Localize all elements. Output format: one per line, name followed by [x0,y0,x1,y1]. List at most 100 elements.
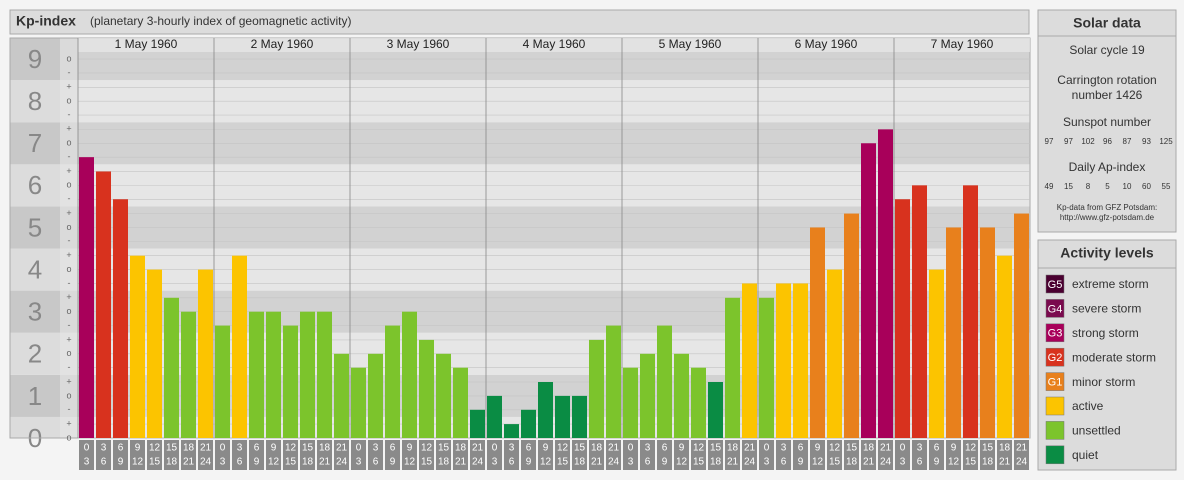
hour-box [470,440,485,470]
bar [674,353,689,438]
hour-end: 15 [965,457,977,468]
bar [759,297,774,438]
hour-end: 12 [676,457,688,468]
hour-start: 0 [900,443,906,454]
hour-start: 0 [356,443,362,454]
legend-label: quiet [1072,448,1099,462]
minor-tick-label: o [66,390,71,400]
hour-end: 12 [540,457,552,468]
daily-value: 60 [1142,182,1151,191]
bar [79,157,94,438]
minor-tick-label: o [66,222,71,232]
hour-box [572,440,587,470]
bar [436,353,451,438]
hour-end: 3 [900,457,906,468]
hour-box [878,440,893,470]
legend-code: G5 [1048,279,1063,291]
bar [113,199,128,438]
band [10,416,60,438]
hour-end: 3 [628,457,634,468]
legend-swatch [1045,323,1065,343]
minor-tick-label: - [68,236,71,246]
hour-box [555,440,570,470]
minor-tick-label: - [68,109,71,119]
bar [980,227,995,438]
daily-value: 55 [1162,182,1171,191]
hour-end: 18 [302,457,314,468]
bar [504,424,519,438]
bar [606,325,621,438]
daily-value: 5 [1105,182,1110,191]
legend-code: G3 [1048,328,1063,340]
bar [895,199,910,438]
hour-start: 15 [710,443,722,454]
hour-box [198,440,213,470]
day-label: 2 May 1960 [251,37,314,51]
minor-tick-label: o [66,96,71,106]
y-tick-label: 1 [28,381,42,411]
legend-code: G1 [1048,377,1063,389]
bar [538,382,553,438]
hour-box [385,440,400,470]
hour-end: 24 [880,457,892,468]
y-tick-label: 4 [28,254,42,284]
hour-end: 6 [237,457,243,468]
bar [232,255,247,438]
day-header [758,38,894,52]
hour-box [691,440,706,470]
minor-tick-label: - [68,320,71,330]
hour-end: 15 [693,457,705,468]
bar [164,297,179,438]
hour-end: 6 [917,457,923,468]
day-header [894,38,1030,52]
day-header [78,38,214,52]
hour-end: 3 [356,457,362,468]
daily-value: 15 [1064,182,1073,191]
bar [453,367,468,438]
hour-end: 9 [934,457,940,468]
hour-end: 24 [336,457,348,468]
hour-box [997,440,1012,470]
hour-box [130,440,145,470]
bar [997,255,1012,438]
hour-end: 9 [798,457,804,468]
hour-end: 9 [662,457,668,468]
hour-start: 0 [764,443,770,454]
hour-end: 3 [220,457,226,468]
y-tick-label: 9 [28,44,42,74]
hour-box [334,440,349,470]
hour-box [504,440,519,470]
minor-tick-label: + [66,292,71,302]
hour-end: 24 [200,457,212,468]
legend-label: unsettled [1072,424,1121,438]
hour-box [317,440,332,470]
panel-title: Solar data [1073,15,1141,31]
legend-code: G4 [1048,303,1063,315]
hour-box [368,440,383,470]
bar [181,311,196,438]
hour-end: 21 [727,457,739,468]
hour-end: 15 [829,457,841,468]
bar [691,367,706,438]
legend-label: minor storm [1072,375,1135,389]
hour-start: 0 [84,443,90,454]
hour-start: 3 [645,443,651,454]
day-label: 3 May 1960 [387,37,450,51]
hour-start: 3 [781,443,787,454]
legend-swatch [1045,274,1065,294]
hour-end: 3 [84,457,90,468]
hour-start: 3 [509,443,515,454]
hour-start: 6 [934,443,940,454]
hour-start: 12 [149,443,161,454]
bar [963,185,978,438]
hour-start: 0 [628,443,634,454]
bar [912,185,927,438]
y-tick-label: 2 [28,339,42,369]
hour-start: 3 [917,443,923,454]
hour-box [708,440,723,470]
hour-start: 12 [421,443,433,454]
hour-end: 21 [319,457,331,468]
hour-box [181,440,196,470]
sunspot-title: Sunspot number [1063,115,1151,129]
day-label: 1 May 1960 [115,37,178,51]
